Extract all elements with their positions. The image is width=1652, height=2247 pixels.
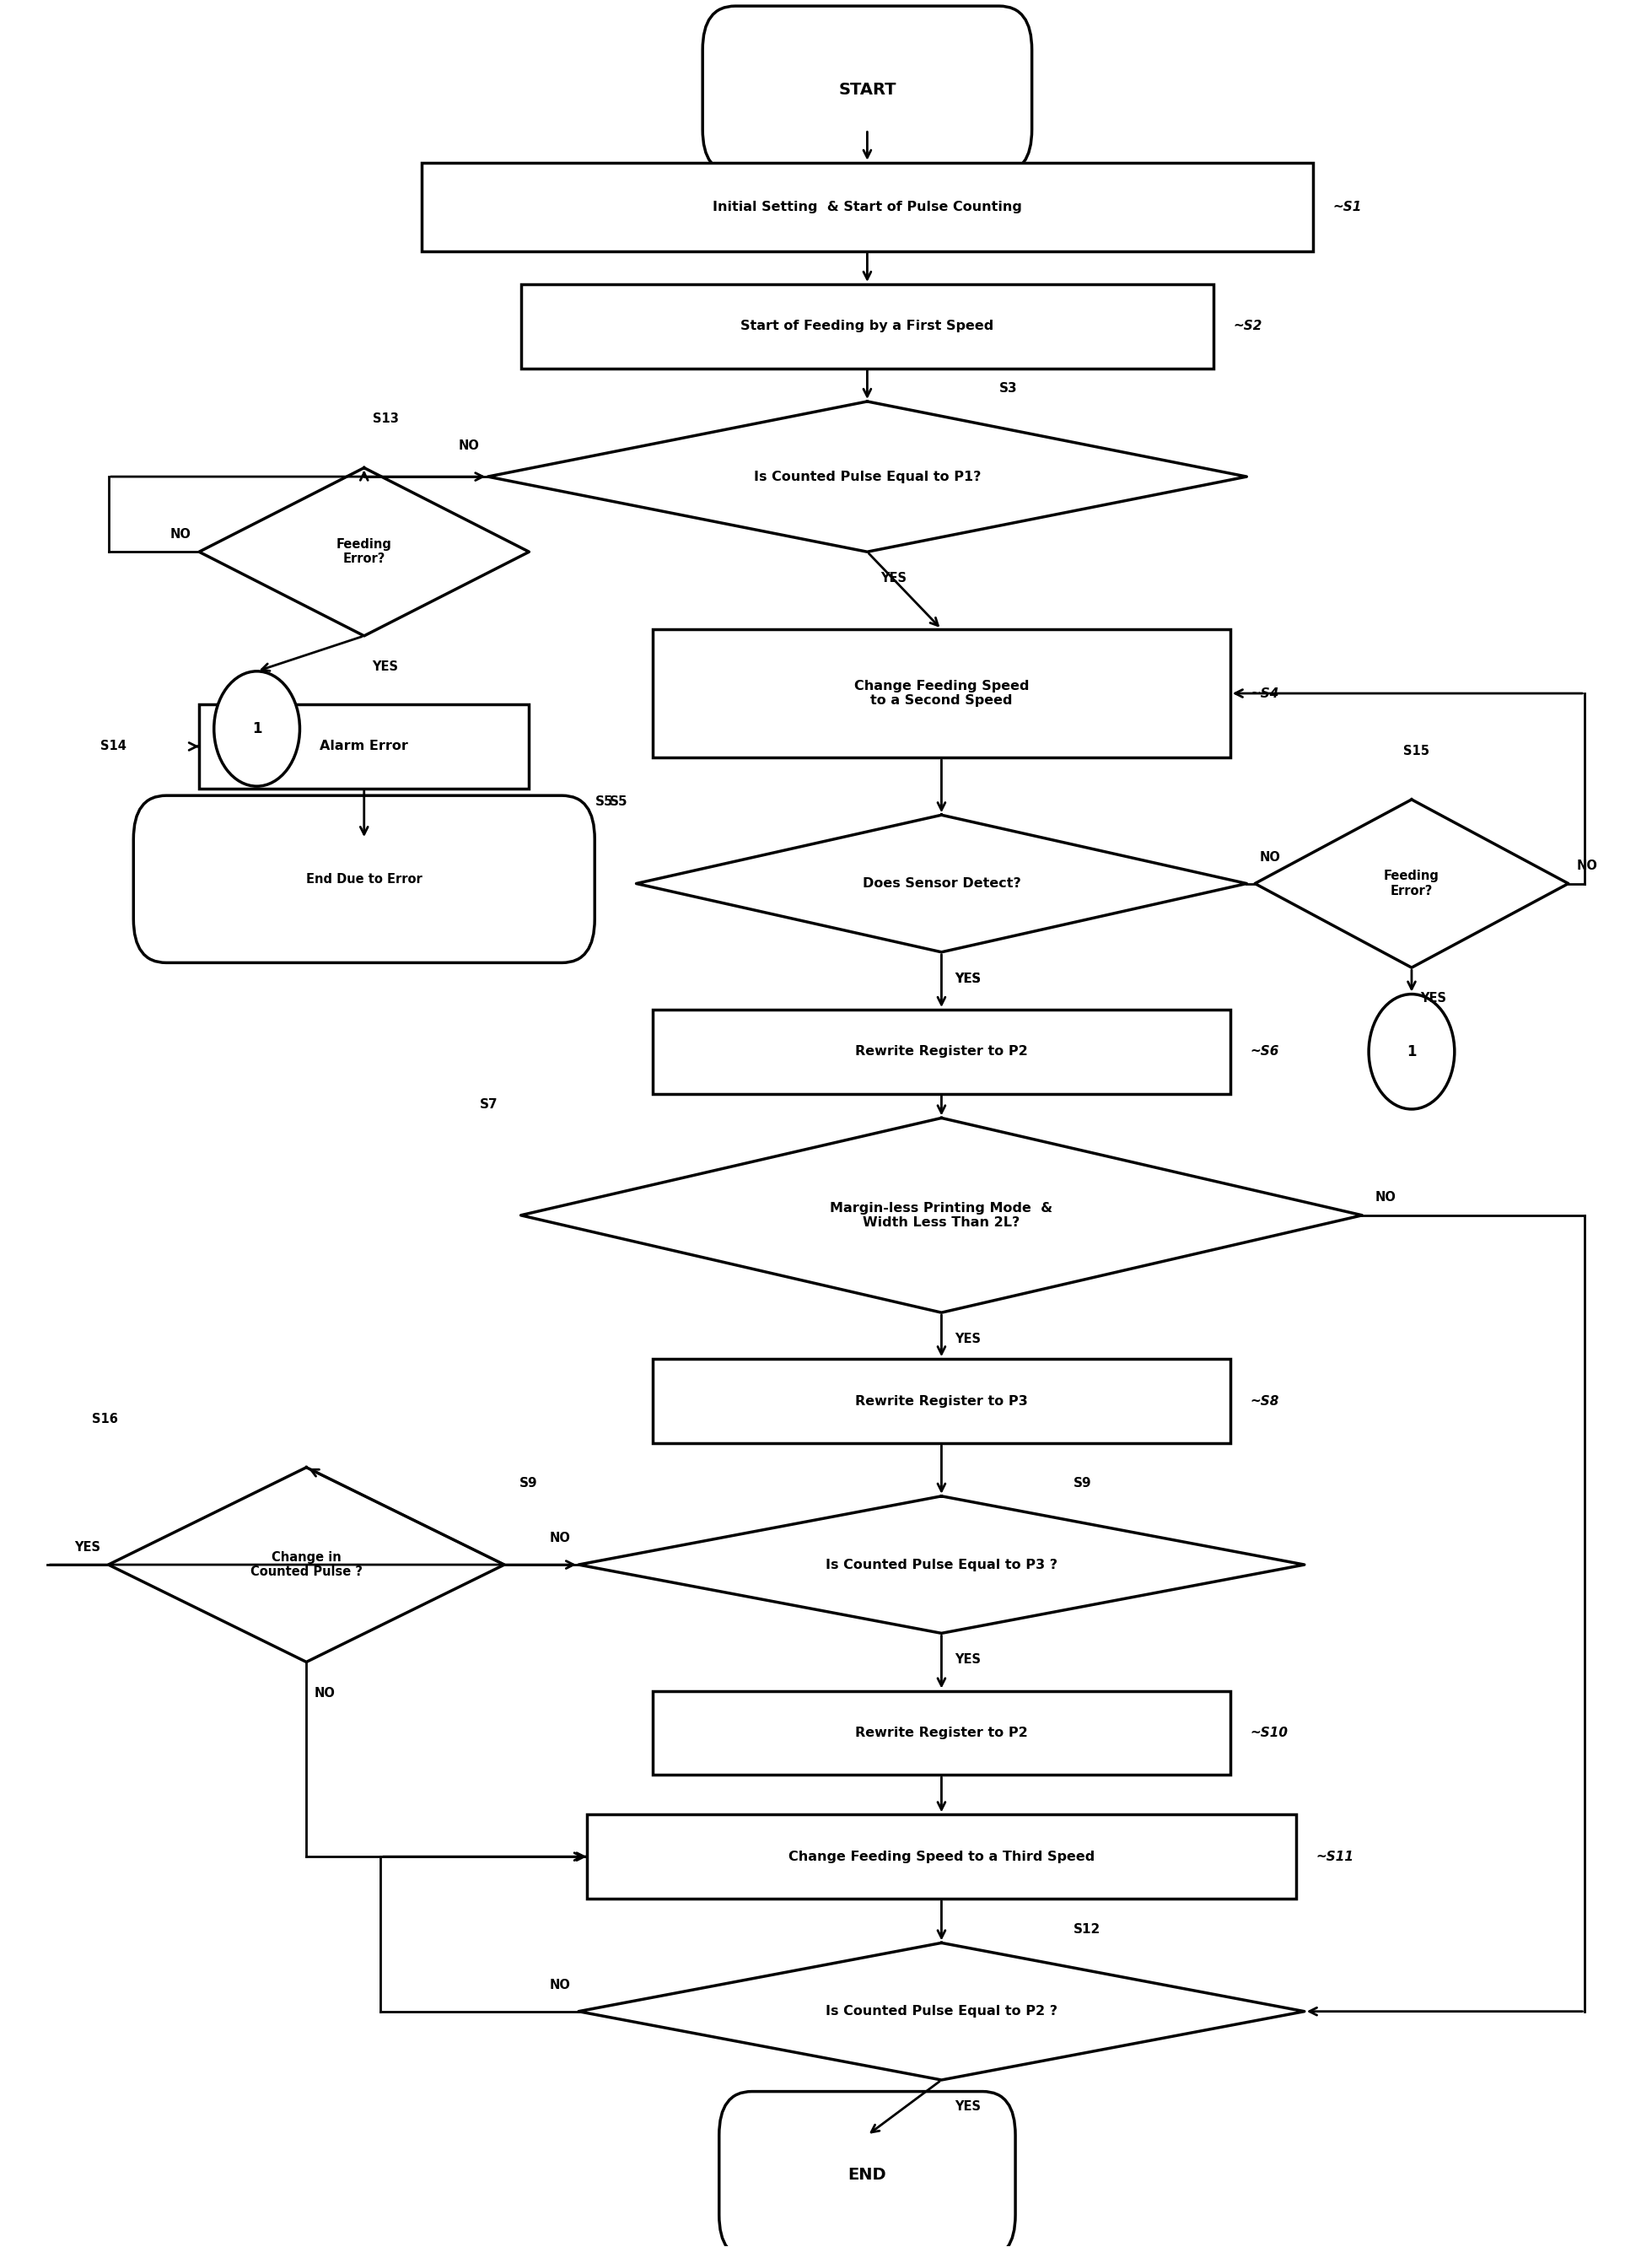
Polygon shape — [487, 402, 1247, 553]
Text: NO: NO — [170, 528, 192, 542]
Text: YES: YES — [955, 973, 981, 984]
Polygon shape — [200, 467, 529, 636]
Text: START: START — [838, 81, 895, 97]
Circle shape — [215, 672, 299, 786]
Bar — [520, 283, 1214, 369]
Text: NO: NO — [1376, 1191, 1396, 1204]
Polygon shape — [636, 816, 1247, 953]
Text: YES: YES — [372, 661, 398, 674]
Bar — [200, 703, 529, 789]
Text: S12: S12 — [1074, 1923, 1100, 1937]
Text: YES: YES — [955, 2101, 981, 2112]
Text: YES: YES — [1419, 993, 1446, 1004]
Polygon shape — [578, 1944, 1305, 2081]
Text: Is Counted Pulse Equal to P3 ?: Is Counted Pulse Equal to P3 ? — [826, 1559, 1057, 1571]
FancyBboxPatch shape — [719, 2092, 1016, 2247]
Bar — [421, 162, 1313, 252]
Text: ~S11: ~S11 — [1317, 1849, 1355, 1863]
Text: ~S6: ~S6 — [1251, 1045, 1279, 1058]
Text: Rewrite Register to P2: Rewrite Register to P2 — [856, 1045, 1028, 1058]
Text: Is Counted Pulse Equal to P1?: Is Counted Pulse Equal to P1? — [753, 470, 981, 483]
Text: S3: S3 — [999, 382, 1018, 395]
Text: S5: S5 — [595, 795, 613, 809]
Text: S7: S7 — [479, 1099, 497, 1110]
Text: S9: S9 — [1074, 1476, 1092, 1490]
Polygon shape — [109, 1467, 504, 1663]
Text: 1: 1 — [253, 721, 261, 737]
Bar — [653, 1690, 1231, 1775]
Text: ~S8: ~S8 — [1251, 1395, 1279, 1407]
Text: YES: YES — [74, 1541, 101, 1553]
Text: Alarm Error: Alarm Error — [320, 739, 408, 753]
FancyBboxPatch shape — [134, 795, 595, 962]
Text: YES: YES — [955, 973, 981, 984]
Text: S15: S15 — [1404, 744, 1429, 757]
Text: S9: S9 — [519, 1476, 537, 1490]
Text: ~S1: ~S1 — [1333, 200, 1361, 213]
Text: S16: S16 — [93, 1413, 117, 1425]
Polygon shape — [1256, 800, 1568, 968]
Text: S13: S13 — [372, 413, 398, 425]
Text: NO: NO — [314, 1687, 335, 1699]
Circle shape — [1370, 993, 1454, 1110]
Text: NO: NO — [550, 1980, 570, 1991]
FancyBboxPatch shape — [702, 7, 1032, 173]
Text: YES: YES — [955, 1654, 981, 1665]
Text: Does Sensor Detect?: Does Sensor Detect? — [862, 876, 1021, 890]
Text: NO: NO — [550, 1532, 570, 1544]
Text: NO: NO — [459, 440, 479, 452]
Text: Is Counted Pulse Equal to P2 ?: Is Counted Pulse Equal to P2 ? — [826, 2004, 1057, 2018]
Text: ~S4: ~S4 — [1251, 688, 1279, 699]
Text: YES: YES — [881, 573, 907, 584]
Polygon shape — [578, 1497, 1305, 1634]
Bar — [653, 629, 1231, 757]
Text: Change Feeding Speed
to a Second Speed: Change Feeding Speed to a Second Speed — [854, 679, 1029, 708]
Text: NO: NO — [1260, 852, 1280, 863]
Text: S5: S5 — [610, 795, 628, 809]
Text: End Due to Error: End Due to Error — [306, 872, 423, 885]
Text: Rewrite Register to P2: Rewrite Register to P2 — [856, 1726, 1028, 1739]
Bar — [586, 1816, 1297, 1899]
Text: Change in
Counted Pulse ?: Change in Counted Pulse ? — [251, 1550, 362, 1577]
Text: Change Feeding Speed to a Third Speed: Change Feeding Speed to a Third Speed — [788, 1849, 1095, 1863]
Text: END: END — [847, 2166, 887, 2184]
Text: NO: NO — [1576, 861, 1597, 872]
Text: Start of Feeding by a First Speed: Start of Feeding by a First Speed — [740, 319, 995, 333]
Text: ~S10: ~S10 — [1251, 1726, 1289, 1739]
Text: ~S2: ~S2 — [1234, 319, 1262, 333]
Polygon shape — [520, 1119, 1363, 1312]
Text: Rewrite Register to P3: Rewrite Register to P3 — [856, 1395, 1028, 1407]
Text: Margin-less Printing Mode  &
Width Less Than 2L?: Margin-less Printing Mode & Width Less T… — [829, 1202, 1052, 1229]
Text: Feeding
Error?: Feeding Error? — [337, 539, 392, 566]
Bar — [653, 1359, 1231, 1443]
Text: S14: S14 — [101, 739, 126, 753]
Text: YES: YES — [955, 1332, 981, 1346]
Text: 1: 1 — [1408, 1045, 1416, 1058]
Text: Feeding
Error?: Feeding Error? — [1384, 870, 1439, 897]
Bar — [653, 1009, 1231, 1094]
Text: Initial Setting  & Start of Pulse Counting: Initial Setting & Start of Pulse Countin… — [712, 200, 1023, 213]
